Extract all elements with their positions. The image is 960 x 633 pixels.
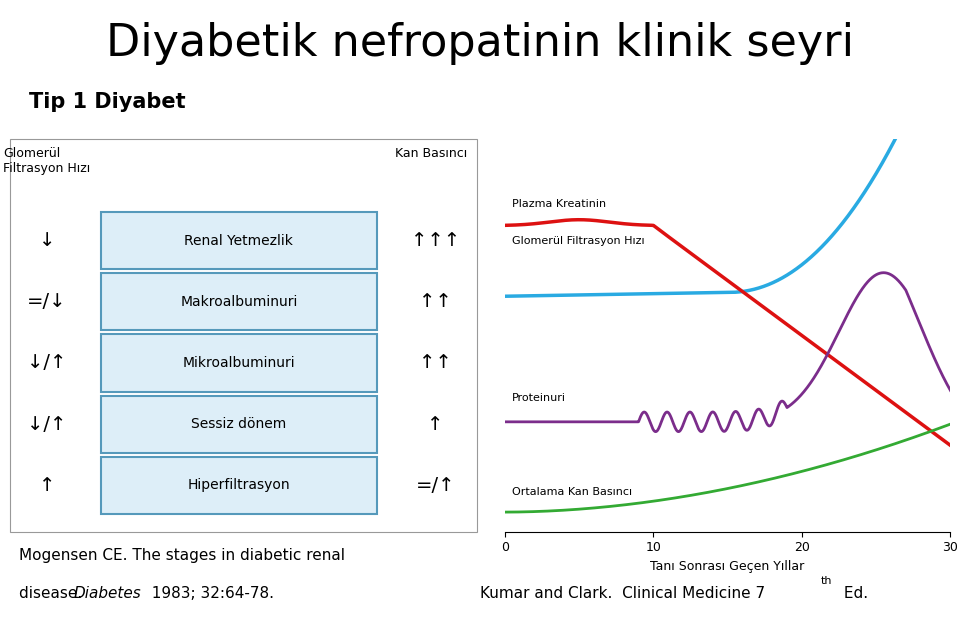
Text: Renal Yetmezlik: Renal Yetmezlik	[184, 234, 293, 248]
Text: Mikroalbuminuri: Mikroalbuminuri	[182, 356, 295, 370]
Text: Kan Basıncı: Kan Basıncı	[395, 147, 467, 160]
Text: Glomerül
Filtrasyon Hızı: Glomerül Filtrasyon Hızı	[4, 147, 90, 175]
X-axis label: Tanı Sonrası Geçen Yıllar: Tanı Sonrası Geçen Yıllar	[651, 560, 804, 573]
FancyBboxPatch shape	[10, 139, 477, 532]
Text: disease.: disease.	[19, 586, 87, 601]
FancyBboxPatch shape	[101, 334, 377, 392]
Text: =/↑: =/↑	[416, 476, 455, 495]
Text: ↑↑: ↑↑	[419, 292, 452, 311]
FancyBboxPatch shape	[101, 273, 377, 330]
Text: ↓: ↓	[38, 231, 56, 250]
Text: Diabetes: Diabetes	[74, 586, 142, 601]
Text: ↑: ↑	[38, 476, 56, 495]
Text: =/↓: =/↓	[27, 292, 67, 311]
Text: th: th	[821, 576, 832, 586]
Text: ↓/↑: ↓/↑	[27, 415, 66, 434]
Text: ↓/↑: ↓/↑	[27, 353, 66, 372]
Text: Mogensen CE. The stages in diabetic renal: Mogensen CE. The stages in diabetic rena…	[19, 548, 346, 563]
Text: Ortalama Kan Basıncı: Ortalama Kan Basıncı	[513, 487, 633, 498]
Text: Plazma Kreatinin: Plazma Kreatinin	[513, 199, 607, 209]
Text: Makroalbuminuri: Makroalbuminuri	[180, 295, 298, 309]
Text: Proteinuri: Proteinuri	[513, 393, 566, 403]
Text: Sessiz dönem: Sessiz dönem	[191, 417, 286, 431]
Text: ↑↑: ↑↑	[419, 353, 452, 372]
Text: Diyabetik nefropatinin klinik seyri: Diyabetik nefropatinin klinik seyri	[106, 22, 854, 65]
Text: Hiperfiltrasyon: Hiperfiltrasyon	[187, 479, 290, 492]
FancyBboxPatch shape	[101, 212, 377, 269]
Text: Ed.: Ed.	[839, 586, 868, 601]
Text: ↑↑↑: ↑↑↑	[411, 231, 460, 250]
Text: Glomerül Filtrasyon Hızı: Glomerül Filtrasyon Hızı	[513, 236, 645, 246]
Text: 1983; 32:64-78.: 1983; 32:64-78.	[142, 586, 275, 601]
Text: Kumar and Clark.  Clinical Medicine 7: Kumar and Clark. Clinical Medicine 7	[480, 586, 765, 601]
Text: Tip 1 Diyabet: Tip 1 Diyabet	[29, 92, 185, 112]
FancyBboxPatch shape	[101, 396, 377, 453]
Text: ↑: ↑	[427, 415, 444, 434]
FancyBboxPatch shape	[101, 457, 377, 514]
